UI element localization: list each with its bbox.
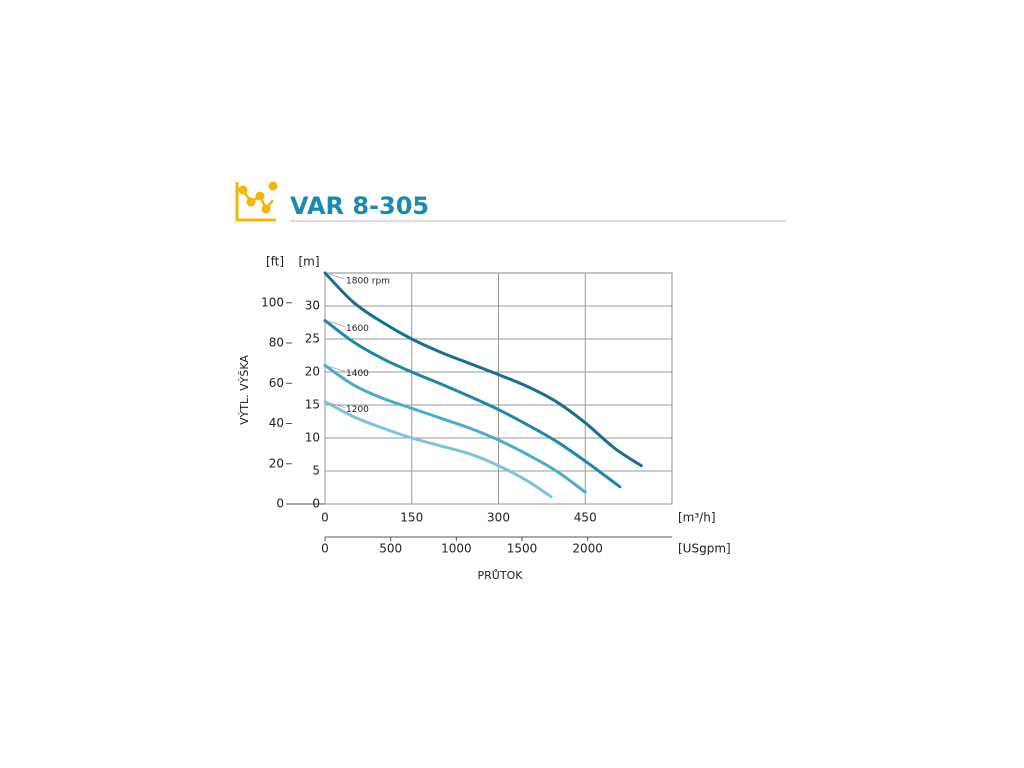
- title: VAR 8-305: [290, 192, 429, 220]
- y-tick-label: 15: [305, 398, 320, 412]
- x2-tick-label: 0: [321, 542, 329, 556]
- y2-tick-label: 100: [261, 295, 284, 309]
- y2-tick-label: 40: [269, 416, 284, 430]
- label-leader: [328, 402, 346, 409]
- x2-tick-label: 1500: [507, 542, 538, 556]
- y-label: VÝTL. VÝŠKA: [238, 355, 251, 425]
- label-leader: [328, 366, 346, 372]
- label-leader: [328, 321, 346, 327]
- label-leader: [328, 273, 346, 280]
- x-tick-label: 150: [400, 511, 423, 525]
- x2-tick-label: 1000: [441, 542, 472, 556]
- x2-tick-label: 2000: [572, 542, 603, 556]
- y-tick-label: 25: [305, 332, 320, 346]
- y2-tick-label: 20: [269, 456, 284, 470]
- pump-curve: [323, 400, 553, 499]
- x-tick-label: 0: [321, 511, 329, 525]
- x-unit: [m³/h]: [678, 511, 716, 525]
- series-label: 1200: [346, 405, 369, 415]
- series-label: 1600: [346, 324, 369, 334]
- pump-curve: [323, 363, 587, 494]
- x-tick-label: 300: [487, 511, 510, 525]
- y-tick-label: 5: [312, 464, 320, 478]
- series-label: 1800 rpm: [346, 277, 390, 287]
- y2-tick-label: 0: [276, 497, 284, 511]
- y-unit: [m]: [298, 255, 319, 269]
- y2-tick-label: 60: [269, 376, 284, 390]
- x2-tick-label: 500: [379, 542, 402, 556]
- y-tick-label: 20: [305, 365, 320, 379]
- chart-icon: [235, 181, 278, 222]
- y2-tick-label: 80: [269, 336, 284, 350]
- y-tick-label: 10: [305, 431, 320, 445]
- pump-curve: [323, 271, 643, 468]
- x-label: PRŮTOK: [478, 569, 524, 582]
- y-tick-label: 0: [312, 497, 320, 511]
- x2-unit: [USgpm]: [678, 542, 731, 556]
- pump-curve: [323, 319, 622, 489]
- y2-unit: [ft]: [266, 255, 284, 269]
- series-label: 1400: [346, 369, 369, 379]
- y-tick-label: 30: [305, 299, 320, 313]
- x-tick-label: 450: [574, 511, 597, 525]
